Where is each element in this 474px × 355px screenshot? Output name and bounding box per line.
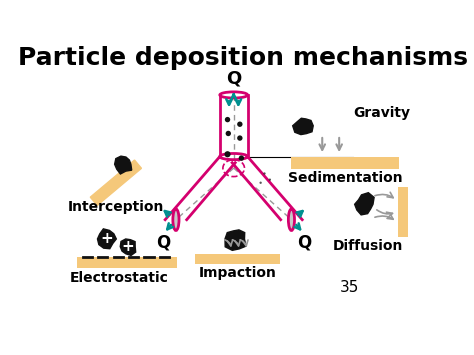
Polygon shape [292, 118, 313, 135]
Polygon shape [120, 239, 136, 255]
Text: Diffusion: Diffusion [333, 239, 404, 253]
Polygon shape [115, 156, 132, 174]
Text: Q: Q [297, 234, 311, 252]
Polygon shape [98, 229, 116, 249]
Ellipse shape [226, 131, 231, 136]
Text: Interception: Interception [68, 200, 164, 214]
Ellipse shape [239, 155, 244, 161]
Ellipse shape [269, 179, 271, 181]
Ellipse shape [237, 121, 243, 127]
Polygon shape [90, 160, 141, 206]
Text: Gravity: Gravity [353, 106, 410, 120]
Text: Q: Q [156, 234, 171, 252]
Bar [398, 187, 409, 237]
Polygon shape [225, 230, 246, 250]
Bar [77, 257, 177, 268]
Text: Sedimentation: Sedimentation [288, 171, 402, 185]
Text: Particle deposition mechanisms: Particle deposition mechanisms [18, 47, 468, 70]
Ellipse shape [237, 135, 243, 141]
Bar [195, 253, 280, 264]
Text: +: + [122, 239, 135, 254]
Text: +: + [100, 231, 113, 246]
Text: Electrostatic: Electrostatic [70, 271, 168, 284]
Text: Impaction: Impaction [199, 266, 276, 280]
Ellipse shape [225, 117, 230, 122]
Ellipse shape [173, 209, 179, 230]
Text: Q: Q [226, 69, 241, 87]
Ellipse shape [225, 151, 231, 157]
Ellipse shape [259, 182, 262, 184]
Ellipse shape [264, 172, 265, 175]
Ellipse shape [288, 209, 294, 230]
Polygon shape [355, 193, 374, 215]
Text: 35: 35 [339, 280, 359, 295]
Bar [292, 157, 399, 169]
